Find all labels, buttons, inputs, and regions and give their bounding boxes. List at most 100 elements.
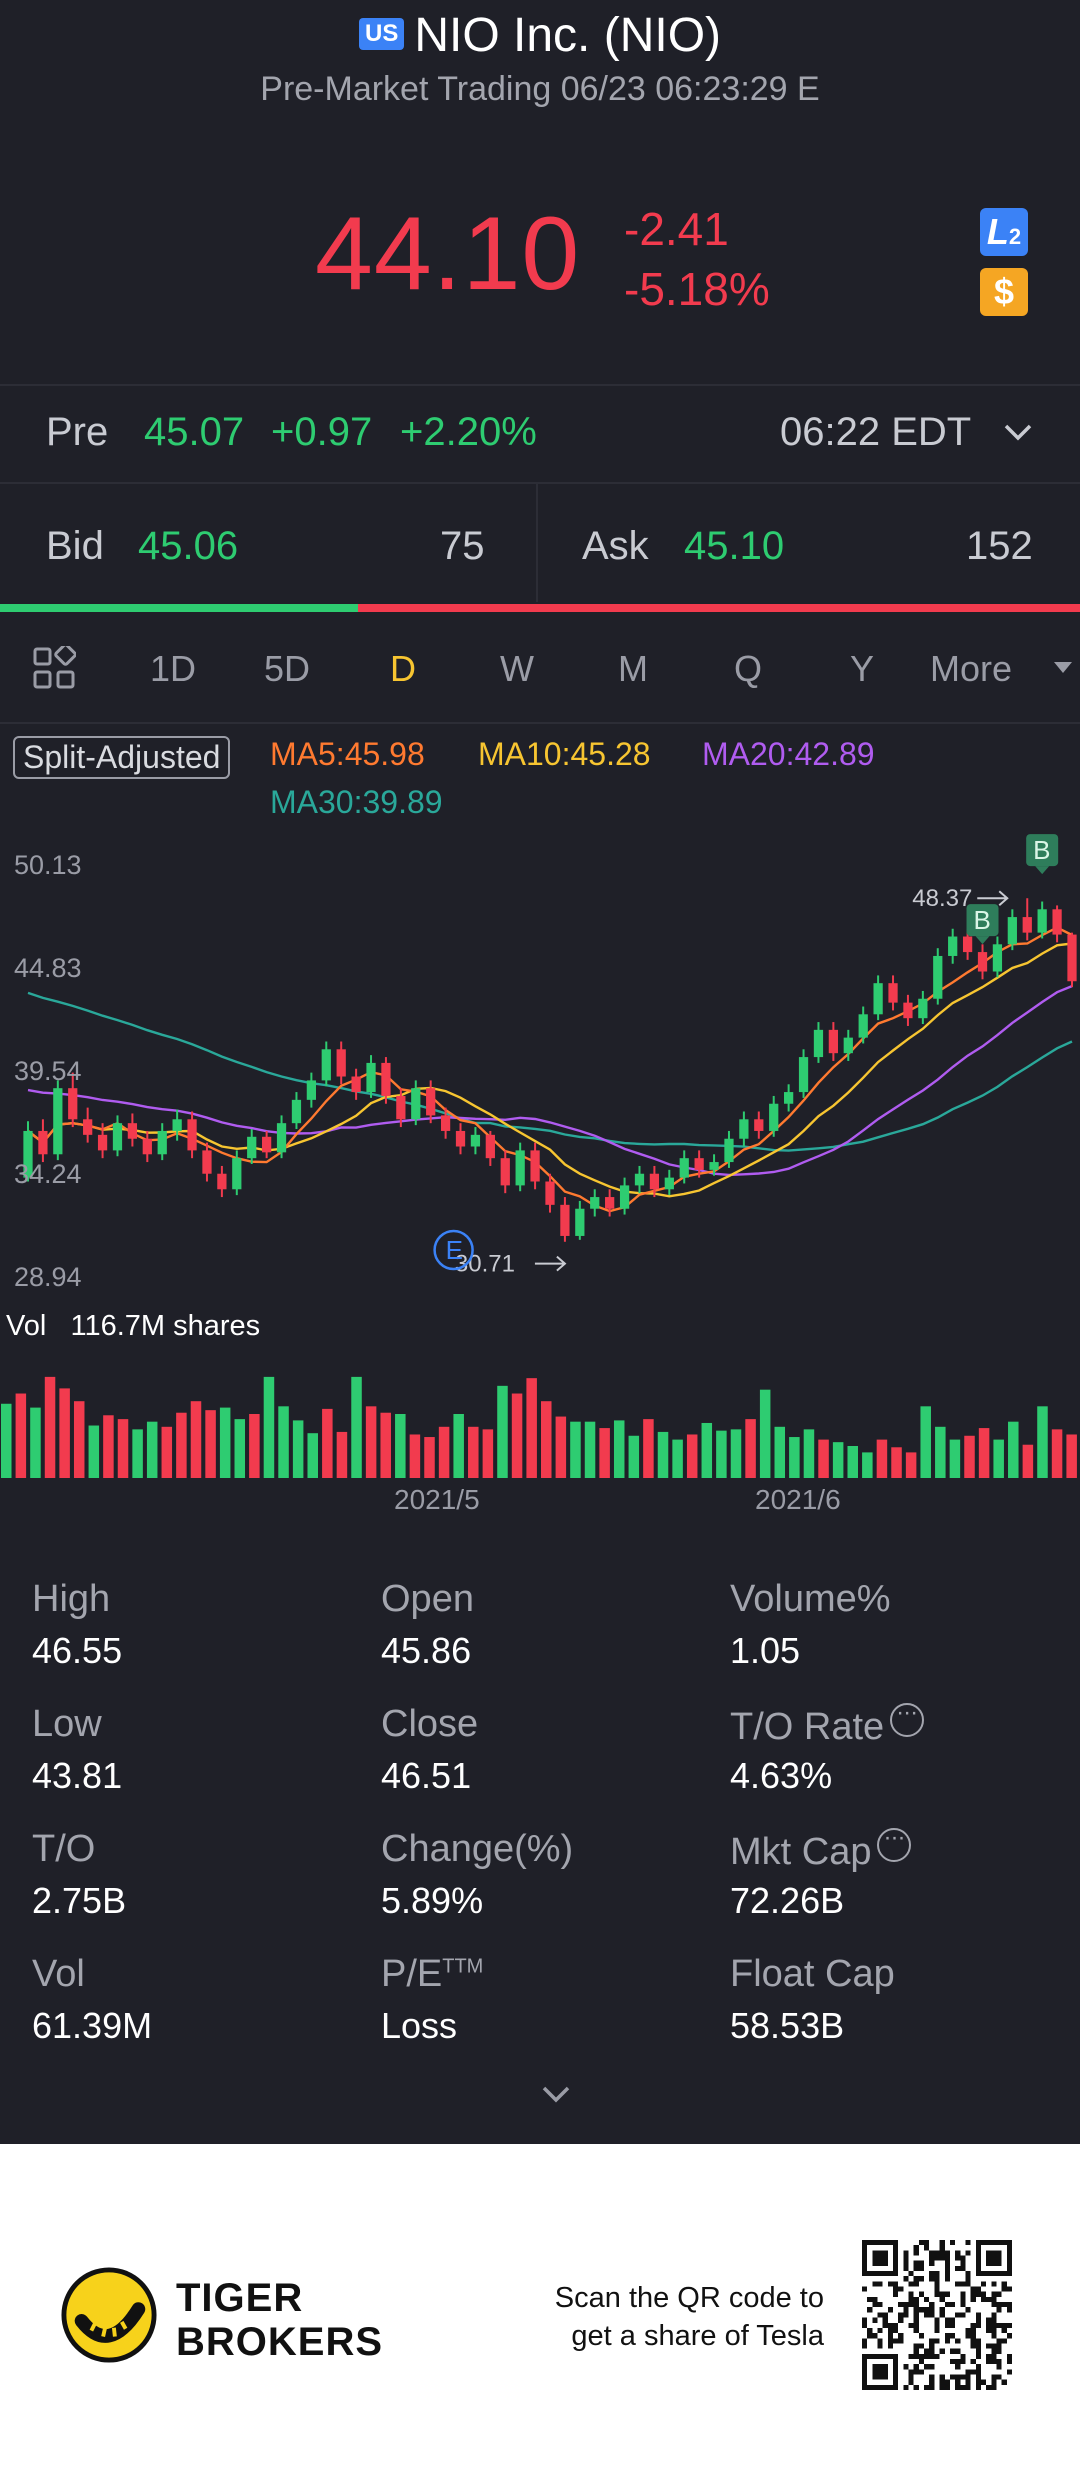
buy-marker-label: B [974,905,991,935]
chart-grid-icon[interactable] [32,646,76,690]
volume-bar [541,1401,552,1478]
candle [664,1169,674,1196]
candle [262,1130,272,1159]
tab-y[interactable]: Y [850,648,875,689]
volume-bar [497,1385,508,1478]
candle [649,1165,660,1198]
volume-chart[interactable] [0,1350,1080,1478]
candle-body [948,936,958,956]
candle-body [291,1099,302,1124]
premarket-time[interactable]: 06:22 EDT [780,410,972,454]
candle-body [754,1119,764,1131]
candle [754,1111,764,1139]
chevron-down-icon[interactable] [1000,414,1036,450]
candle-body [515,1150,525,1186]
tab-q[interactable]: Q [734,648,763,689]
volume-bar [526,1378,537,1478]
candle-body [709,1162,719,1170]
y-tick-label: 50.13 [14,850,82,880]
stat-label-mkt-cap[interactable]: Mkt Cap [730,1824,912,1874]
qr-code-icon[interactable] [862,2240,1012,2390]
volume-bar [1051,1429,1063,1478]
candle [157,1123,167,1161]
stat-label-text: Vol [32,1953,85,1995]
volume-value: 116.7M shares [70,1310,261,1342]
more-info-icon[interactable] [877,1824,912,1862]
brand-name-line1: TIGER [176,2276,304,2320]
candle [843,1029,853,1061]
candle [605,1189,615,1217]
candle [1037,901,1047,939]
candle-body [888,983,898,1003]
volume-bar [249,1414,260,1478]
ma30-line [27,991,1073,1152]
volume-bar [555,1416,567,1478]
candle [426,1080,436,1124]
more-info-icon[interactable] [890,1699,925,1737]
candle [381,1057,391,1104]
tab-5d[interactable]: 5D [264,648,311,689]
candle [112,1115,123,1157]
caret-down-icon[interactable] [1054,662,1072,673]
ma5-label: MA5:45.98 [270,736,425,772]
stat-value-volume: 1.05 [730,1630,801,1671]
candle [530,1142,540,1190]
volume-bar [322,1408,333,1478]
tab-m[interactable]: M [618,648,648,689]
stat-label-text: Low [32,1703,102,1745]
candle-body [739,1119,749,1139]
volume-bar [1008,1421,1019,1478]
candle [977,944,988,980]
buy-marker [966,904,999,937]
volume-bar [88,1425,100,1478]
tab-1d[interactable]: 1D [150,648,197,689]
volume-bar [862,1452,873,1478]
candle [127,1113,138,1147]
candle [500,1150,510,1194]
volume-bar [292,1420,304,1478]
candlestick-chart[interactable]: 50.13 44.83 39.54 34.24 28.94 48.37 30.71E B B [0,830,1080,1290]
candle-body [217,1173,227,1190]
candle [992,936,1003,978]
stat-label-high: High [32,1578,110,1621]
tab-d[interactable]: D [390,648,416,689]
candle [575,1200,585,1240]
volume-bar [949,1439,961,1478]
split-adjusted-toggle[interactable]: Split-Adjusted [13,736,231,779]
x-label-may: 2021/5 [394,1484,480,1515]
earnings-event-label: E [446,1235,463,1265]
volume-bar [818,1439,829,1478]
volume-bar [59,1388,70,1478]
divider [0,722,1080,724]
tab-more[interactable]: More [930,648,1013,689]
volume-bar [759,1389,771,1478]
candle-body [276,1123,287,1153]
expand-chevron-icon[interactable] [538,2080,574,2110]
candle [918,990,928,1025]
divider [0,482,1080,484]
buy-marker-tail [1035,866,1050,875]
level2-icon[interactable]: L2 [980,208,1028,256]
volume-bar [774,1426,786,1478]
volume-bar [146,1421,158,1478]
volume-bar [628,1435,640,1478]
volume-bar [599,1428,610,1478]
candle [336,1041,346,1085]
buy-marker [1026,834,1059,867]
candle-body [619,1185,630,1209]
stat-label-t-o-rate[interactable]: T/O Rate [730,1699,925,1749]
candle [38,1119,48,1163]
volume-bar [190,1401,202,1478]
dollar-icon[interactable]: $ [980,268,1028,316]
candle [798,1049,809,1098]
ma10-label: MA10:45.28 [478,736,651,772]
candle-body [679,1158,689,1178]
candle-body [977,952,988,972]
tab-w[interactable]: W [500,648,534,689]
stock-title: US NIO Inc. (NIO) [0,8,1080,63]
volume-bar [847,1446,858,1478]
stat-label-text: Mkt Cap [730,1831,872,1873]
stat-value-open: 45.86 [381,1630,472,1671]
stat-value-low: 43.81 [32,1755,123,1796]
volume-bar [745,1419,756,1478]
